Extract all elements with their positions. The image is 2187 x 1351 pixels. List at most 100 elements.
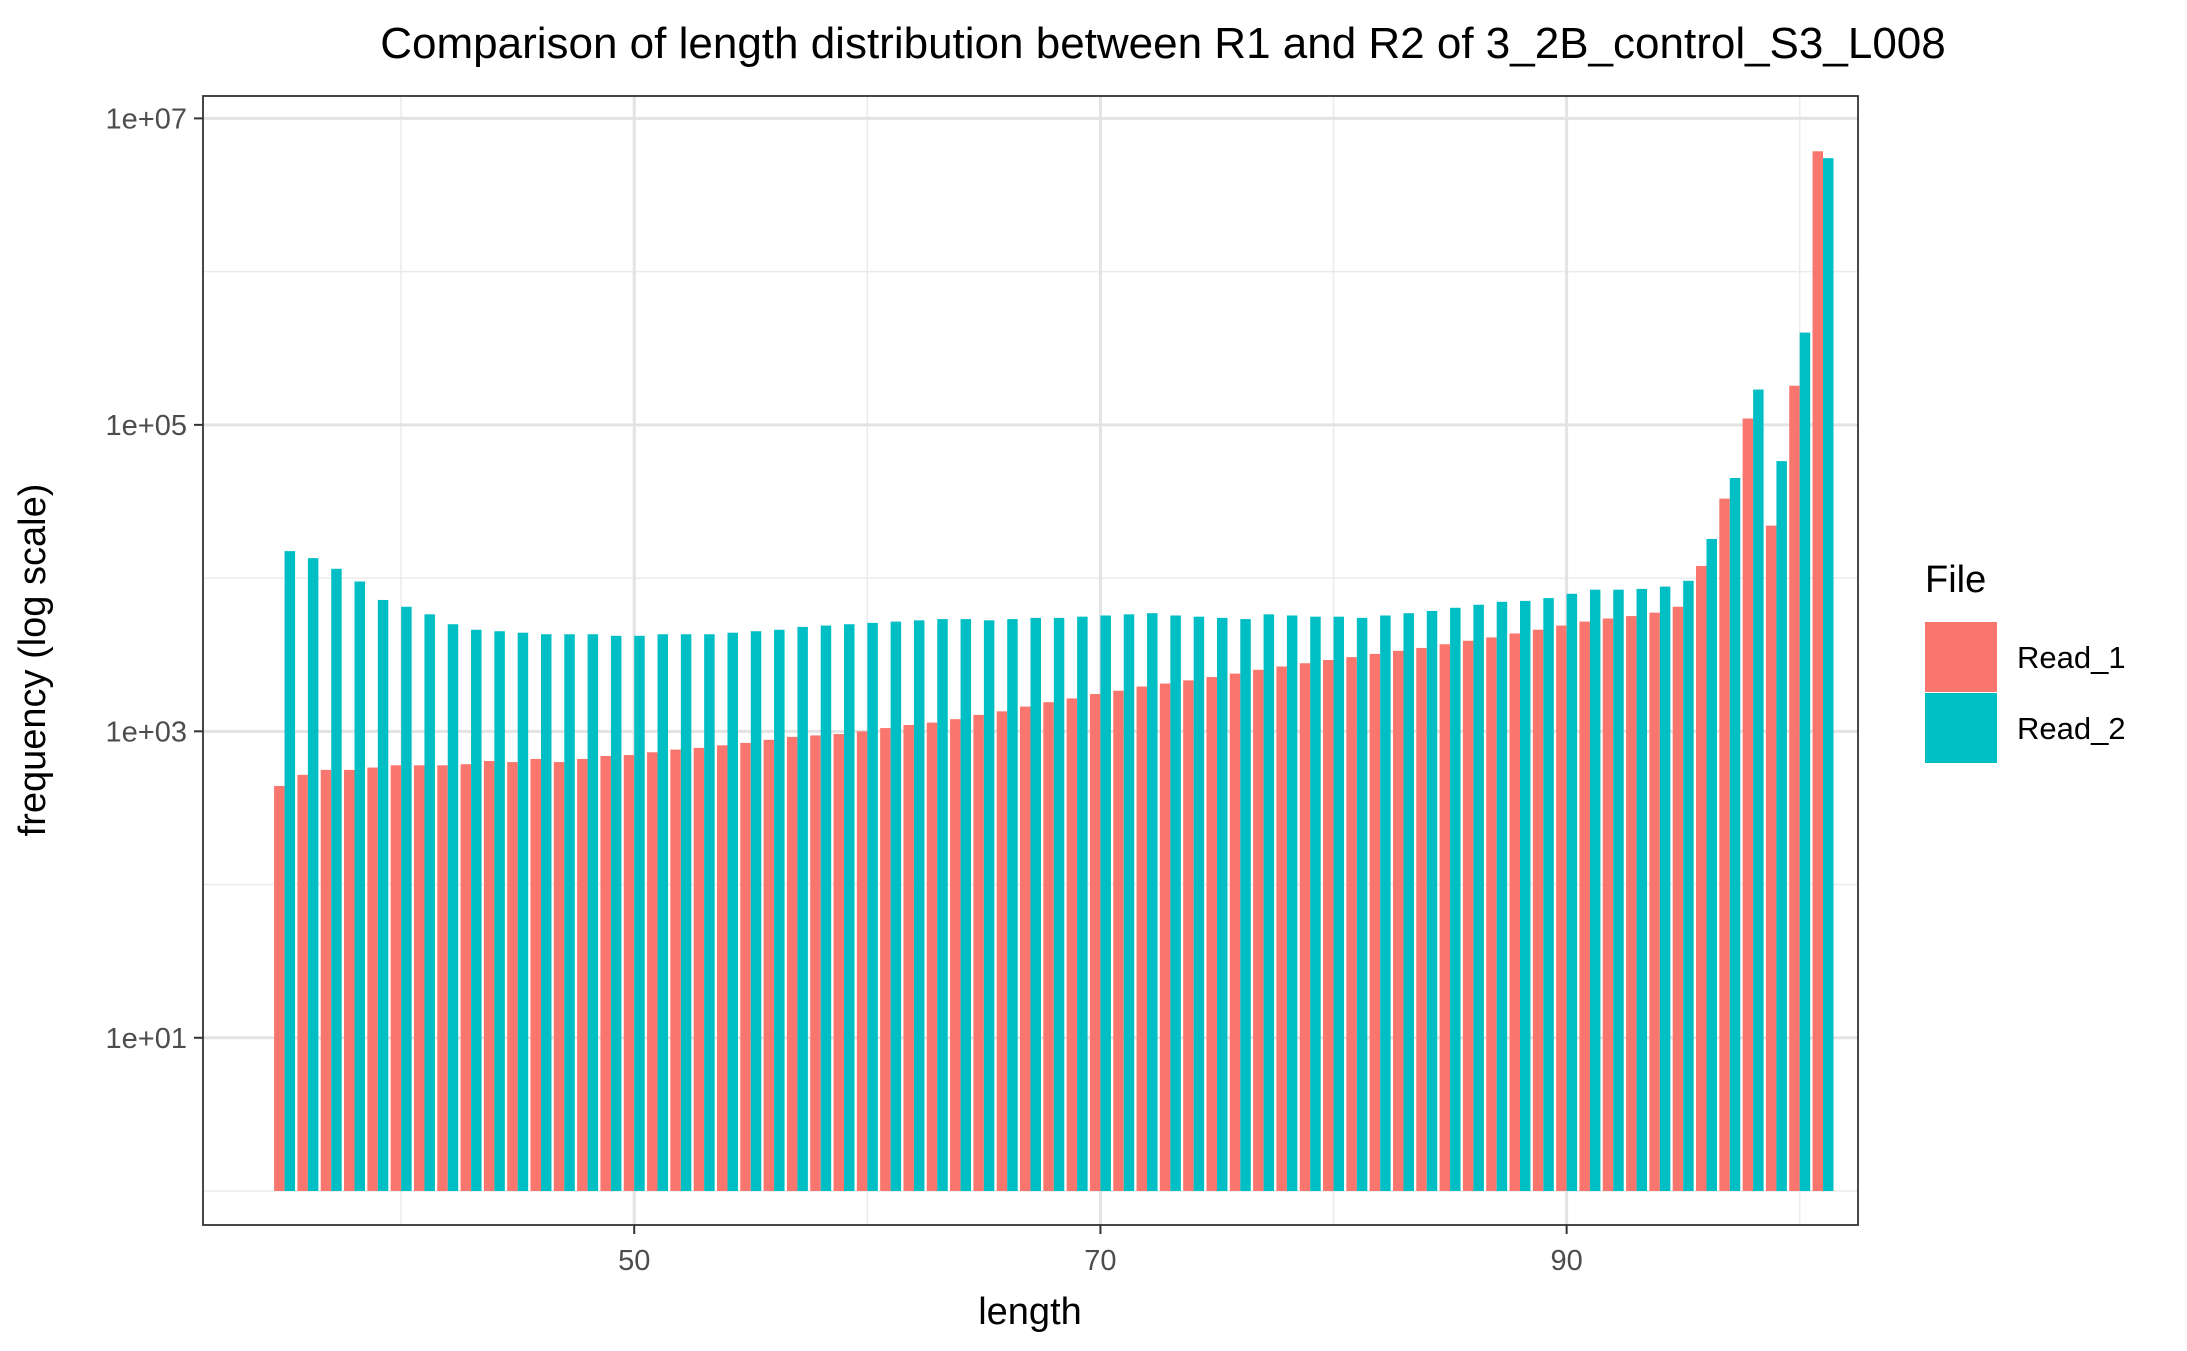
bar-read-1-len-40 [390,765,402,1192]
bar-read-2-len-91 [1589,589,1601,1192]
bar-read-2-len-78 [1286,615,1298,1192]
bar-read-1-len-78 [1276,666,1287,1192]
bar-read-1-len-99 [1765,525,1777,1192]
plot-border [202,95,1859,1226]
y-axis: 1e+01 1e+03 1e+05 1e+07 [106,103,203,1055]
bar-read-1-len-96 [1695,565,1707,1192]
bar-read-1-len-73 [1159,683,1171,1192]
bar-read-1-len-85 [1439,644,1451,1192]
bar-read-1-len-100 [1789,385,1800,1192]
bar-read-2-len-82 [1380,615,1391,1192]
bar-read-1-len-39 [367,767,378,1192]
bar-read-2-len-80 [1333,616,1345,1192]
bar-read-2-len-69 [1077,616,1088,1192]
bar-read-1-len-58 [810,735,821,1192]
x-axis: 50 70 90 [618,1225,1583,1277]
bar-read-1-len-41 [413,765,425,1192]
bar-read-2-len-68 [1053,617,1065,1192]
bar-read-2-len-88 [1520,600,1531,1192]
bar-read-2-len-48 [587,634,599,1192]
bar-read-1-len-77 [1253,669,1264,1192]
bar-read-2-len-61 [890,621,902,1192]
bar-read-1-len-70 [1089,694,1101,1192]
bar-read-2-len-84 [1426,610,1438,1192]
bar-read-2-len-59 [844,624,855,1192]
y-tick-label-2: 1e+05 [106,410,187,442]
bar-read-1-len-61 [880,728,891,1192]
bar-read-2-len-37 [331,568,342,1192]
bar-read-2-len-101 [1823,158,1834,1192]
bar-read-1-len-86 [1462,640,1474,1192]
bar-read-1-len-68 [1043,702,1054,1192]
bar-read-2-len-98 [1753,389,1764,1192]
bar-read-1-len-44 [483,761,495,1192]
bar-read-1-len-89 [1532,629,1544,1192]
bar-read-1-len-75 [1206,677,1217,1192]
bar-read-1-len-51 [647,752,658,1192]
bar-read-1-len-87 [1486,637,1497,1192]
bar-read-1-len-90 [1556,625,1567,1192]
bar-read-1-len-47 [553,762,565,1192]
bar-read-2-len-93 [1636,588,1648,1192]
bar-read-1-len-81 [1346,657,1357,1192]
bar-read-2-len-95 [1683,580,1694,1192]
y-tick-label-1: 1e+03 [106,716,187,748]
bar-read-2-len-72 [1147,613,1158,1192]
bar-read-1-len-62 [903,724,914,1192]
bar-read-1-len-60 [856,731,868,1192]
bar-read-2-len-66 [1007,619,1018,1192]
bar-read-2-len-40 [401,606,412,1192]
bar-read-2-len-41 [424,614,435,1192]
bar-read-1-len-84 [1416,647,1427,1192]
bar-read-1-len-49 [600,756,611,1192]
bar-read-1-len-80 [1323,660,1334,1192]
bar-read-2-len-83 [1403,613,1414,1192]
bar-read-1-len-71 [1113,690,1124,1192]
bar-read-2-len-64 [960,619,972,1192]
bar-read-2-len-43 [471,629,482,1192]
bar-read-2-len-60 [867,622,878,1192]
bar-read-1-len-46 [530,758,541,1192]
bar-read-2-len-47 [564,634,575,1192]
bar-read-2-len-96 [1706,538,1717,1192]
bar-read-2-len-92 [1613,589,1624,1192]
bar-read-2-len-87 [1496,601,1508,1192]
bar-read-1-len-35 [274,785,285,1192]
chart-title: Comparison of length distribution betwee… [380,19,1945,68]
bar-read-1-len-82 [1369,653,1381,1192]
bar-read-1-len-57 [786,736,798,1192]
bar-read-1-len-63 [926,722,938,1192]
bar-read-1-len-45 [507,762,518,1192]
bar-read-1-len-95 [1672,606,1684,1192]
bar-read-2-len-90 [1566,593,1578,1192]
y-tick-label-3: 1e+07 [106,103,187,135]
bar-read-1-len-88 [1509,633,1521,1192]
bar-read-2-len-89 [1543,598,1554,1192]
legend: File Read_1 Read_2 [1925,559,2126,763]
bar-read-1-len-43 [460,764,472,1192]
bar-read-1-len-72 [1136,686,1148,1192]
bar-read-2-len-38 [354,581,366,1192]
legend-label-read-2: Read_2 [2017,711,2126,746]
bar-read-2-len-86 [1473,604,1484,1192]
bar-read-2-len-76 [1240,619,1251,1192]
bar-read-2-len-53 [704,634,715,1192]
bar-read-1-len-97 [1719,498,1730,1192]
x-axis-label: length [978,1291,1082,1333]
legend-key-read-1 [1925,622,1997,692]
bar-read-1-len-36 [297,774,308,1192]
bar-read-2-len-50 [634,635,645,1192]
bar-read-2-len-77 [1263,614,1275,1192]
bar-read-2-len-65 [983,620,995,1192]
bar-read-1-len-74 [1183,680,1194,1192]
bar-read-1-len-69 [1066,698,1078,1192]
bar-read-1-len-93 [1626,616,1637,1192]
bar-read-1-len-55 [740,742,751,1192]
bar-read-2-len-46 [540,634,552,1192]
bar-read-2-len-42 [447,624,459,1192]
bar-read-2-len-54 [727,632,738,1192]
bar-read-2-len-81 [1356,617,1368,1192]
bar-read-1-len-65 [973,714,984,1192]
bar-read-2-len-67 [1030,617,1041,1192]
